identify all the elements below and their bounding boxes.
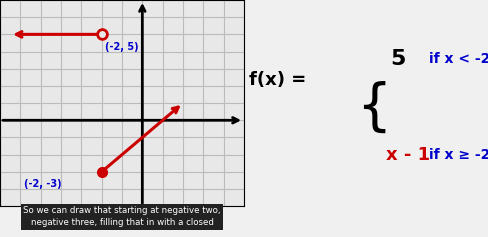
- Text: (-2, 5): (-2, 5): [105, 42, 138, 52]
- Text: 5: 5: [390, 49, 406, 69]
- Text: f(x) =: f(x) =: [249, 71, 306, 89]
- Text: if x ≥ -2: if x ≥ -2: [429, 148, 488, 162]
- Text: {: {: [356, 81, 391, 135]
- Text: if x < -2: if x < -2: [429, 52, 488, 66]
- Text: So we can draw that starting at negative two,
negative three, filling that in wi: So we can draw that starting at negative…: [23, 206, 221, 227]
- Text: (-2, -3): (-2, -3): [24, 179, 62, 189]
- Text: x - 1: x - 1: [386, 146, 429, 164]
